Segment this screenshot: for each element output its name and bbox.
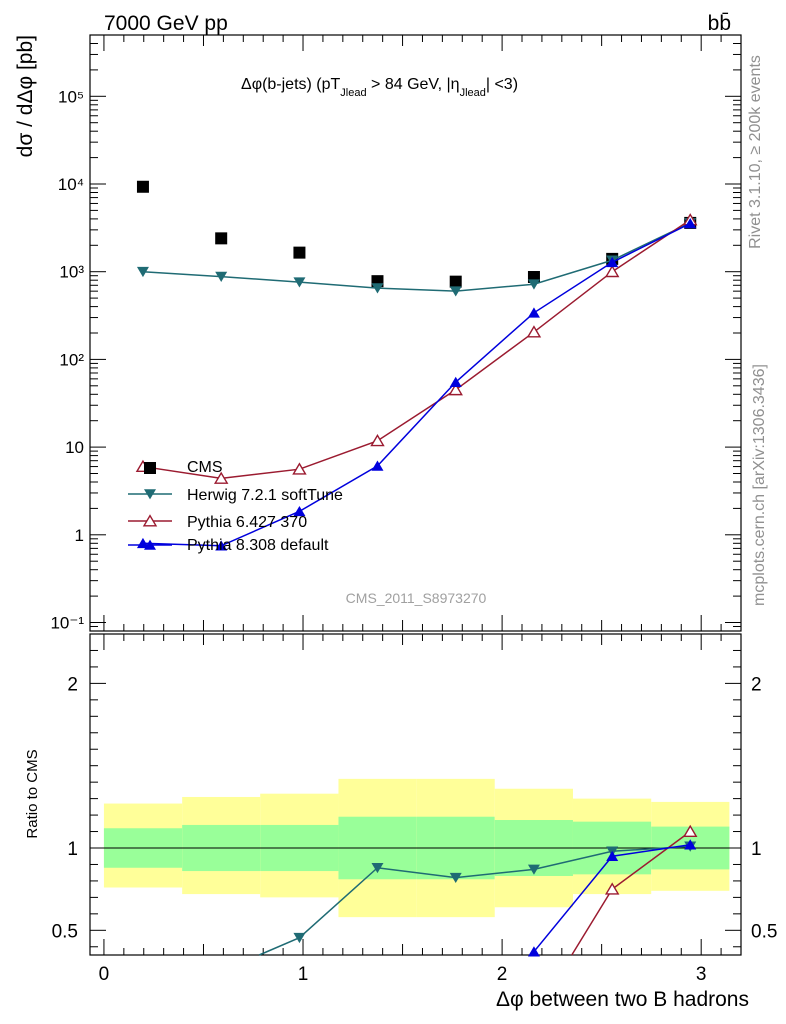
herwig-point — [449, 286, 462, 297]
pythia8-point — [293, 505, 306, 517]
title-sub-2: Jlead — [460, 87, 486, 99]
herwig-ratio-point — [371, 862, 384, 874]
legend-item-cms: CMS — [144, 459, 223, 476]
analysis-id: CMS_2011_S8973270 — [346, 590, 487, 606]
herwig-ratio-point — [449, 872, 462, 884]
herwig-point — [527, 279, 540, 290]
pythia8-point — [606, 256, 619, 268]
x-axis-label: Δφ between two B hadrons — [496, 988, 749, 1011]
legend-label-pythia8: Pythia 8.308 default — [187, 537, 329, 554]
pythia6-point — [604, 264, 620, 278]
cms-point — [215, 232, 228, 245]
ratio-y-tick-label-right: 1 — [751, 839, 762, 860]
pythia8-point — [684, 218, 697, 229]
herwig-line — [142, 222, 691, 292]
ratio-y-tick-label-right: 2 — [751, 674, 762, 695]
legend-marker — [142, 514, 158, 527]
pythia6-point — [448, 383, 463, 396]
title-part-base: Δφ(b-jets) (pT — [241, 76, 341, 93]
pythia8-point — [449, 376, 462, 387]
legend-label-cms: CMS — [187, 459, 223, 476]
legend-item-herwig: Herwig 7.2.1 softTune — [128, 487, 343, 504]
legend-label-pythia6: Pythia 6.427 370 — [187, 514, 307, 531]
pythia6-point — [213, 471, 229, 484]
y-tick-label: 10⁻¹ — [50, 614, 84, 633]
herwig-ratio-point — [527, 864, 540, 875]
legend-marker — [144, 462, 156, 474]
herwig-point — [215, 271, 228, 282]
cms-point — [293, 246, 306, 259]
pythia8-point — [371, 460, 384, 471]
herwig-ratio-point — [293, 932, 306, 944]
title-part-mid: > 84 GeV, |η — [367, 76, 460, 93]
x-tick-label: 2 — [497, 964, 508, 985]
pythia6-ratio-point — [683, 824, 698, 838]
legend-item-pythia6: Pythia 6.427 370 — [128, 514, 307, 531]
pythia6-point — [370, 434, 385, 447]
ratio-series — [258, 824, 698, 957]
process-label: 7000 GeV pp — [104, 12, 228, 35]
herwig-point — [371, 283, 384, 294]
ratio-ticks: 0.5 0.5 1 1 2 2 0 1 2 3 — [52, 634, 777, 985]
legend-item-pythia8: Pythia 8.308 default — [128, 537, 329, 554]
legend: CMS Herwig 7.2.1 softTune Pythia 6.427 3… — [128, 459, 343, 554]
x-tick-label: 0 — [99, 964, 110, 985]
rivet-label: Rivet 3.1.10, ≥ 200k events — [747, 55, 764, 249]
cms-point — [136, 180, 149, 193]
final-state-label: bb̄ — [708, 12, 731, 35]
title-part-end: | <3) — [486, 76, 518, 93]
pythia8-point — [527, 307, 540, 318]
x-tick-label: 1 — [298, 964, 309, 985]
pythia8-ratio-point — [527, 946, 540, 957]
plot-title: Δφ(b-jets) (pTJlead > 84 GeV, |ηJlead| <… — [241, 76, 518, 99]
y-tick-label: 10² — [59, 350, 84, 369]
ratio-y-axis-label: Ratio to CMS — [24, 749, 41, 838]
pythia8-line — [142, 222, 691, 547]
herwig-point — [136, 266, 149, 278]
pythia8-point — [215, 540, 228, 551]
legend-marker — [144, 489, 156, 500]
y-tick-label: 1 — [75, 526, 84, 545]
cms-point — [449, 275, 462, 288]
main-panel: 10⁻¹ 1 10 10² 10³ 10⁴ 10⁵ dσ / dΔφ [pb] Δφ(b-j… — [14, 34, 742, 633]
y-tick-label: 10⁵ — [58, 87, 84, 106]
legend-marker — [144, 539, 156, 550]
pythia6-point — [526, 325, 542, 338]
ratio-bands — [103, 778, 730, 918]
pythia6-line — [142, 219, 691, 480]
pythia8-ratio-point — [606, 850, 619, 862]
ratio-frame — [89, 633, 742, 956]
y-axis-label: dσ / dΔφ [pb] — [14, 35, 37, 157]
pythia6-point — [292, 462, 307, 475]
herwig-point — [293, 277, 306, 288]
ratio-y-tick-label-left: 2 — [67, 674, 78, 695]
y-tick-label: 10³ — [59, 263, 84, 282]
legend-label-herwig: Herwig 7.2.1 softTune — [187, 487, 343, 504]
title-sub-1: Jlead — [340, 87, 366, 99]
mcplots-label: mcplots.cern.ch [arXiv:1306.3436] — [751, 364, 768, 606]
ratio-y-tick-label-left: 0.5 — [52, 921, 78, 942]
y-tick-label: 10 — [65, 438, 84, 457]
y-tick-label: 10⁴ — [58, 175, 84, 194]
x-tick-label: 3 — [696, 964, 707, 985]
ratio-y-tick-label-left: 1 — [67, 839, 78, 860]
ratio-y-tick-label-right: 0.5 — [751, 921, 777, 942]
pythia6-ratio-point — [604, 882, 620, 895]
ratio-panel: 0.5 0.5 1 1 2 2 0 1 2 3 Ratio to CMS Δφ between t… — [24, 633, 777, 1011]
main-ticks: 10⁻¹ 1 10 10² 10³ 10⁴ 10⁵ — [50, 34, 742, 633]
pythia8-ratio-point — [684, 839, 697, 850]
